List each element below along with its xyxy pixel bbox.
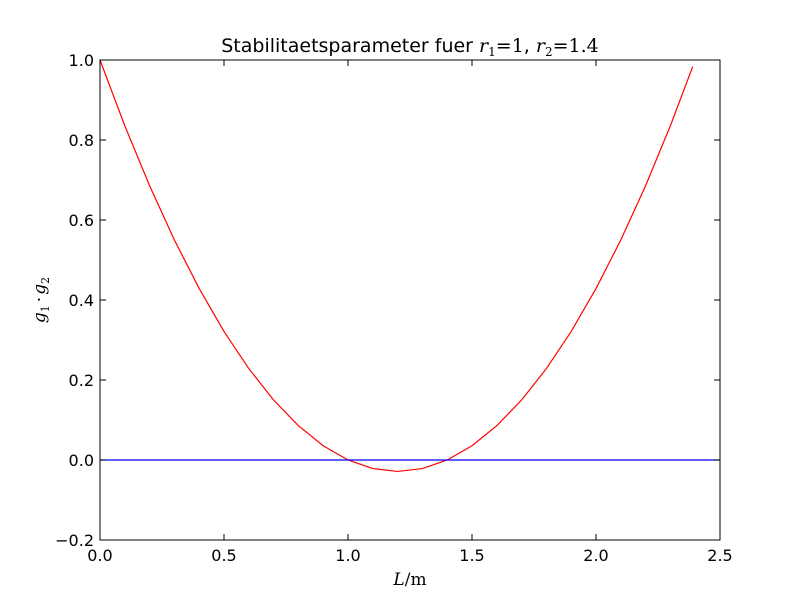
y-tick-label: −0.2: [55, 531, 94, 550]
x-tick-label: 2.5: [707, 546, 732, 565]
y-axis-label: g1·g2: [30, 277, 52, 323]
y-tick-label: 1.0: [69, 51, 94, 70]
y-tick-label: 0.0: [69, 451, 94, 470]
y-tick-label: 0.4: [69, 291, 94, 310]
y-tick-label: 0.2: [69, 371, 94, 390]
x-tick-label: 1.0: [335, 546, 360, 565]
plot-area: [99, 59, 721, 541]
plot-frame: [99, 59, 721, 541]
x-tick-label: 0.0: [87, 546, 112, 565]
x-tick-label: 0.5: [211, 546, 236, 565]
series-line-1: [100, 60, 694, 473]
y-tick-label: 0.6: [69, 211, 94, 230]
x-axis-label: L/m: [392, 570, 426, 590]
y-tick-label: 0.8: [69, 131, 94, 150]
x-axis: 0.0 0.5 1.0 1.5 2.0 2.5: [87, 60, 733, 565]
x-tick-label: 1.5: [459, 546, 484, 565]
x-tick-label: 2.0: [583, 546, 608, 565]
chart-title: Stabilitaetsparameter fuer r1=1, r2=1.4: [221, 35, 599, 59]
y-axis: −0.2 0.0 0.2 0.4 0.6 0.8 1.0: [55, 51, 720, 550]
